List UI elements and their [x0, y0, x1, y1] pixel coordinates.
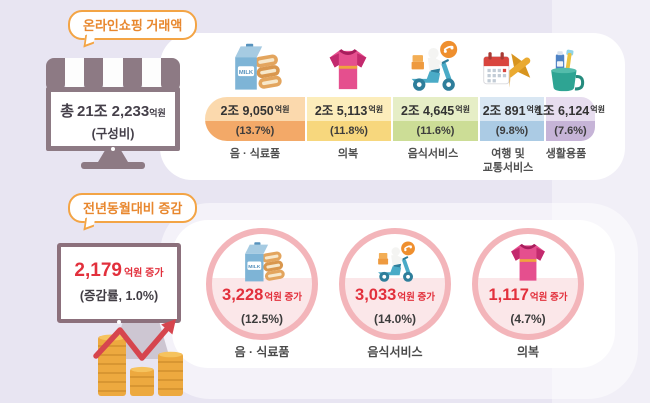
change-rate-caption: (증감률, 1.0%): [79, 289, 159, 303]
category-label-travel: 여행 및 교통서비스: [482, 148, 534, 174]
category-unit: 억원: [455, 104, 470, 114]
change-circle-food: 3,228억원 증가 (12.5%): [206, 228, 318, 340]
category-value-strip: 2조 9,050 억원 (13.7%) 2조 5,113 억원 (11.8%) 2조…: [205, 97, 605, 141]
monitor-stand-base: [81, 162, 145, 169]
change-title-bubble: 전년동월대비 증감: [68, 193, 198, 223]
change-amount: 3,228: [222, 286, 264, 304]
category-label-clothing: 의복: [337, 148, 359, 160]
category-value: 2조 4,645: [401, 103, 455, 118]
milk-cookies-icon: [245, 242, 285, 282]
change-amount-suffix: 억원 증가: [264, 292, 302, 303]
toiletries-cup-icon: [549, 49, 585, 93]
category-box-food-service: 2조 4,645 억원 (11.6%): [393, 97, 478, 141]
category-value: 2조 5,113: [314, 103, 368, 118]
category-box-clothing: 2조 5,113 억원 (11.8%): [307, 97, 391, 141]
coin-stacks-growth-arrow-icon: [93, 319, 183, 396]
change-item-rate: (12.5%): [240, 312, 284, 326]
category-label-food: 음 · 식료품: [229, 148, 281, 160]
category-label-household: 생활용품: [545, 148, 587, 160]
category-value: 2조 891: [482, 103, 526, 118]
change-circle-food-service: 3,033억원 증가 (14.0%): [339, 228, 451, 340]
change-item-value: 3,228억원 증가: [212, 286, 312, 305]
change-amount-suffix: 억원 증가: [529, 292, 568, 303]
milk-cookies-icon: [235, 43, 282, 90]
change-amount: 3,033: [355, 286, 397, 304]
total-sales-caption: (구성비): [91, 127, 135, 141]
sales-title: 온라인쇼핑 거래액: [83, 18, 183, 33]
total-value: 21조 2,233: [77, 103, 150, 120]
change-total-value: 2,179 억원 증가: [61, 260, 177, 282]
storefront-monitor: 총 21조 2,233억원 (구성비): [46, 58, 180, 169]
screen-dot: [117, 319, 121, 324]
tshirt-icon: [511, 243, 545, 281]
screen-dot: [111, 146, 115, 151]
monitor-stand-neck: [98, 151, 128, 162]
change-amount: 1,117: [488, 286, 529, 304]
change-label-clothing: 의복: [516, 345, 540, 359]
tshirt-icon: [329, 49, 367, 90]
category-box-food: 2조 9,050 억원 (13.7%): [205, 97, 305, 141]
total-prefix: 총: [60, 103, 75, 120]
total-sales-screen: 총 21조 2,233억원 (구성비): [46, 87, 180, 151]
change-label-food-service: 음식서비스: [367, 345, 423, 359]
change-amount-suffix: 억원 증가: [397, 292, 435, 303]
category-label-food-service: 음식서비스: [407, 148, 459, 160]
change-item-rate: (14.0%): [373, 312, 417, 326]
total-unit: 억원: [149, 108, 166, 118]
delivery-scooter-icon: [404, 39, 461, 96]
calendar-airplane-icon: [483, 46, 536, 93]
category-value: 1조 6,124: [536, 103, 590, 118]
change-item-value: 1,117억원 증가: [478, 286, 578, 305]
change-circle-clothing: 1,117억원 증가 (4.7%): [472, 228, 584, 340]
change-item-value: 3,033억원 증가: [345, 286, 445, 305]
total-sales-value: 총 21조 2,233억원: [51, 100, 175, 121]
awning-graphic: [46, 58, 180, 91]
category-share: (9.8%): [495, 125, 529, 137]
delivery-scooter-icon: [376, 240, 417, 284]
change-value: 2,179: [74, 260, 122, 281]
change-item-rate: (4.7%): [510, 312, 546, 326]
category-unit: 억원: [590, 104, 605, 114]
change-label-food: 음 · 식료품: [234, 345, 290, 359]
category-unit: 억원: [526, 104, 542, 114]
change-screen: 2,179 억원 증가 (증감률, 1.0%): [57, 243, 181, 324]
category-unit: 억원: [368, 104, 384, 114]
sales-title-bubble: 온라인쇼핑 거래액: [68, 10, 198, 40]
category-value: 2조 9,050: [220, 103, 274, 118]
category-share: (13.7%): [235, 125, 275, 137]
category-box-travel: 2조 891 억원 (9.8%): [480, 97, 544, 141]
category-unit: 억원: [274, 104, 290, 114]
category-share: (7.6%): [554, 125, 587, 137]
category-share: (11.8%): [330, 125, 368, 137]
change-suffix: 억원 증가: [123, 268, 164, 279]
change-monitor: 2,179 억원 증가 (증감률, 1.0%): [57, 243, 181, 324]
change-title: 전년동월대비 증감: [83, 201, 183, 216]
category-box-household: 1조 6,124 억원 (7.6%): [536, 97, 605, 141]
category-share: (11.6%): [416, 125, 455, 137]
